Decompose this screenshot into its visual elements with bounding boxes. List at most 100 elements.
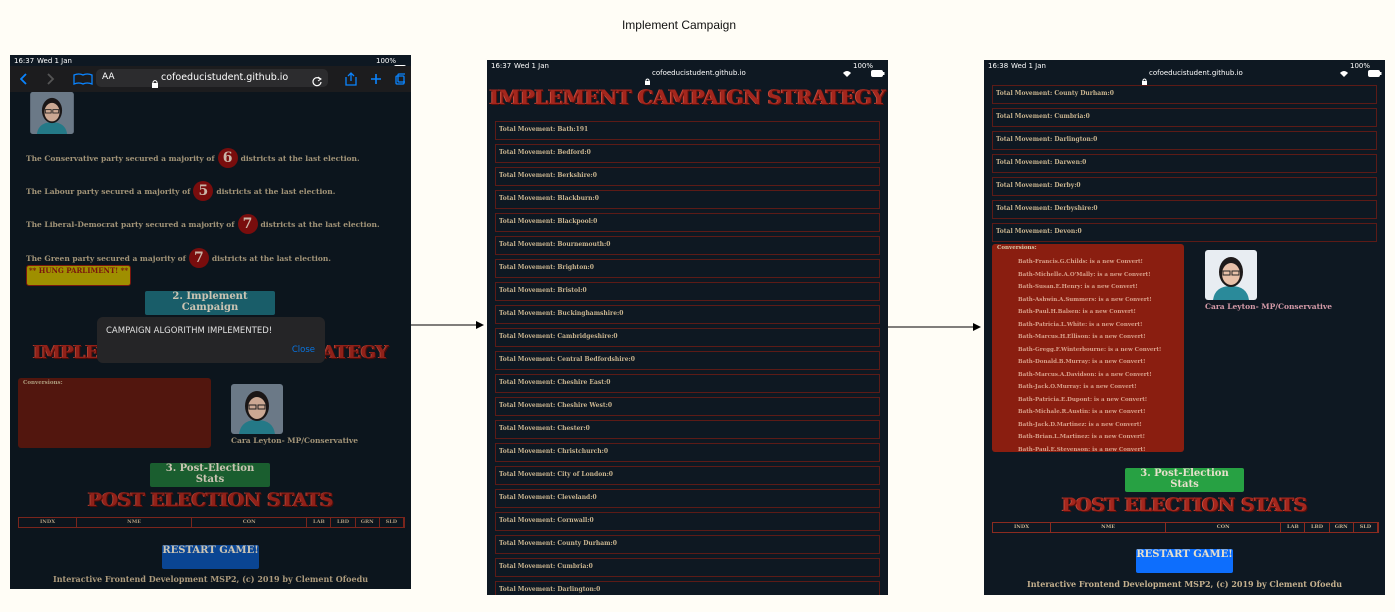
movement-row: Total Movement: Derby:0: [992, 177, 1377, 196]
button[interactable]: 3. Post-Election Stats: [1125, 468, 1244, 492]
table-header: GRN: [1330, 523, 1354, 532]
movement-text: Total Movement: Cheshire West:0: [499, 402, 613, 409]
conversion-item: Bath-Ashwin.A.Summers: is a new Convert!: [1018, 296, 1152, 303]
hung-parliament: ** HUNG PARLIMENT! **: [26, 265, 131, 286]
table-header: CON: [1166, 523, 1282, 532]
movement-text: Total Movement: Brighton:0: [499, 264, 594, 271]
table-header: NME: [77, 518, 193, 527]
movement-text: Total Movement: Darlington:0: [499, 586, 601, 593]
status-battery: 100%: [376, 57, 397, 65]
movement-row: Total Movement: Cornwall:0: [495, 512, 880, 531]
conversions-box: Conversions:: [18, 378, 211, 448]
url-bar[interactable]: [96, 69, 328, 87]
movement-row: Total Movement: Blackpool:0: [495, 213, 880, 232]
button[interactable]: RESTART GAME!: [162, 545, 259, 569]
movement-row: Total Movement: Darlington:0: [992, 131, 1377, 150]
majority-text: districts at the last election.: [260, 219, 380, 229]
movement-row: Total Movement: Buckinghamshire:0: [495, 305, 880, 324]
movement-row: Total Movement: Cheshire West:0: [495, 397, 880, 416]
movement-text: Total Movement: County Durham:0: [996, 90, 1114, 97]
table-header: LBD: [331, 518, 356, 527]
lock-icon: [1142, 70, 1147, 89]
movement-text: Total Movement: Bournemouth:0: [499, 241, 611, 248]
movement-row: Total Movement: Darlington:0: [495, 581, 880, 595]
status-date: Wed 1 Jan: [37, 57, 72, 65]
movement-text: Total Movement: Blackburn:0: [499, 195, 599, 202]
wifi-icon: [843, 62, 851, 81]
majority-text: The Liberal-Democrat party secured a maj…: [26, 219, 235, 229]
conversion-item: Bath-Donald.B.Murray: is a new Convert!: [1018, 359, 1146, 365]
avatar: [27, 92, 77, 138]
movement-row: Total Movement: Darwen:0: [992, 154, 1377, 173]
movement-text: Total Movement: Cleveland:0: [499, 494, 597, 501]
lock-icon: [152, 73, 158, 92]
table-header: SLD: [1354, 523, 1378, 532]
movement-row: Total Movement: City of London:0: [495, 466, 880, 485]
screenshot: The Conservative party secured a majorit…: [10, 55, 411, 589]
movement-text: Total Movement: Cumbria:0: [996, 113, 1090, 120]
movement-row: Total Movement: Cambridgeshire:0: [495, 328, 880, 347]
button[interactable]: RESTART GAME!: [1136, 549, 1233, 573]
table-header: LBD: [1305, 523, 1330, 532]
url: cofoeducistudent.github.io: [652, 69, 746, 77]
movement-row: Total Movement: County Durham:0: [992, 85, 1377, 104]
text-size-button[interactable]: AA: [102, 72, 115, 82]
movement-row: Total Movement: Brighton:0: [495, 259, 880, 278]
movement-row: Total Movement: Bath:191: [495, 121, 880, 140]
conversion-item: Bath-Gregg.F.Winterbourne: is a new Conv…: [1018, 346, 1162, 353]
movement-row: Total Movement: Bournemouth:0: [495, 236, 880, 255]
stats-table: INDX NME CON LAB LBD GRN SLD: [992, 522, 1379, 533]
conversion-item: Bath-Michale.R.Austin: is a new Convert!: [1018, 409, 1146, 415]
majority-text: districts at the last election.: [240, 153, 360, 163]
table-header: NME: [1051, 523, 1167, 532]
movement-text: Total Movement: Bath:191: [499, 126, 589, 133]
movement-row: Total Movement: Cumbria:0: [992, 108, 1377, 127]
button[interactable]: 3. Post-Election Stats: [150, 463, 270, 487]
table-header: LAB: [307, 518, 332, 527]
conversions-label: Conversions:: [997, 245, 1037, 251]
table-header: LAB: [1281, 523, 1306, 532]
majority-line: The Conservative party secured a majorit…: [26, 147, 360, 169]
movement-text: Total Movement: Bedford:0: [499, 149, 591, 156]
movement-text: Total Movement: Bristol:0: [499, 287, 587, 294]
status-time: 16:38: [988, 62, 1009, 70]
avatar: [1205, 249, 1257, 305]
alert-close[interactable]: Close: [291, 345, 315, 355]
movement-row: Total Movement: Central Bedfordshire:0: [495, 351, 880, 370]
status-battery: 100%: [1350, 62, 1371, 70]
majority-text: districts at the last election.: [211, 253, 331, 263]
conversion-item: Bath-Jack.D.Martinez: is a new Convert!: [1018, 421, 1142, 428]
movement-text: Total Movement: Cumbria:0: [499, 563, 593, 570]
stats-table: INDX NME CON LAB LBD GRN SLD: [18, 517, 405, 528]
table-header: INDX: [993, 523, 1052, 532]
status-time: 16:37: [491, 62, 512, 70]
majority-text: The Labour party secured a majority of: [26, 186, 191, 196]
alert-dialog: CAMPAIGN ALGORITHM IMPLEMENTED! Close: [97, 317, 325, 363]
heading: IMPLEMENT CAMPAIGN STRATEGY: [489, 85, 886, 109]
majority-count: 5: [193, 181, 214, 201]
reload-icon: [312, 72, 322, 91]
conversion-item: Bath-Paul.H.Balsen: is a new Convert!: [1018, 309, 1136, 315]
movement-row: Total Movement: Cheshire East:0: [495, 374, 880, 393]
majority-text: The Conservative party secured a majorit…: [26, 153, 215, 163]
screenshot: 16:38 Wed 1 Jan 100% cofoeducistudent.githu…: [984, 60, 1385, 595]
movement-text: Total Movement: Devon:0: [996, 228, 1082, 235]
movement-row: Total Movement: County Durham:0: [495, 535, 880, 554]
majority-line: The Labour party secured a majority of 5 d…: [26, 180, 335, 202]
movement-text: Total Movement: Buckinghamshire:0: [499, 310, 624, 317]
table-header: SLD: [380, 518, 404, 527]
candidate-name: Cara Leyton- MP/Conservative: [1205, 302, 1333, 311]
movement-row: Total Movement: Cumbria:0: [495, 558, 880, 577]
majority-count: 7: [237, 214, 258, 234]
avatar: [231, 384, 283, 438]
movement-text: Total Movement: Christchurch:0: [499, 448, 609, 455]
majority-line: The Liberal-Democrat party secured a maj…: [26, 213, 380, 235]
conversion-item: Bath-Paul.E.Stevenson: is a new Convert!: [1018, 446, 1146, 453]
button[interactable]: 2. Implement Campaign: [145, 291, 275, 315]
movement-text: Total Movement: Chester:0: [499, 425, 590, 432]
majority-text: The Green party secured a majority of: [26, 253, 186, 263]
movement-text: Total Movement: Cornwall:0: [499, 517, 594, 524]
movement-row: Total Movement: Bristol:0: [495, 282, 880, 301]
status-battery: 100%: [853, 62, 874, 70]
